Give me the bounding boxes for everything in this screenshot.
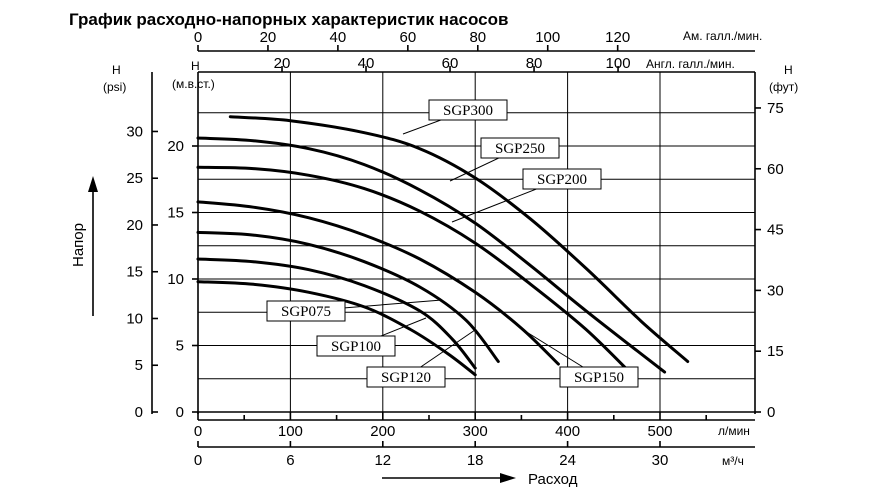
series-label-box-sgp100 <box>316 335 396 357</box>
ft-tick-label: 45 <box>767 222 784 239</box>
top-us-tick-label: 20 <box>260 29 277 46</box>
axes <box>88 45 761 483</box>
curve-sgp120 <box>196 230 500 363</box>
x2-tick-label: 30 <box>652 452 669 469</box>
x2-unit-label: м³/ч <box>722 454 744 468</box>
ft-axis-unit: (фут) <box>769 80 798 94</box>
psi-tick-label: 0 <box>135 404 143 421</box>
series-label-sgp200: SGP200 <box>537 172 587 188</box>
chart-title: График расходно-напорных характеристик н… <box>69 10 508 29</box>
series-label-box-sgp250 <box>480 137 560 159</box>
psi-tick-label: 5 <box>135 357 143 374</box>
top-uk-tick-label: 20 <box>274 55 291 72</box>
series-label-sgp100: SGP100 <box>331 339 381 355</box>
top-uk-axis-label: Англ. галл./мин. <box>646 57 735 71</box>
psi-axis-h: H <box>112 63 121 77</box>
x-tick-label: 400 <box>555 423 580 440</box>
psi-tick-label: 20 <box>126 217 143 234</box>
series-label-sgp150: SGP150 <box>574 370 624 386</box>
ft-axis-h: H <box>784 63 793 77</box>
x-tick-label: 100 <box>278 423 303 440</box>
series-label-box-sgp120 <box>366 366 446 388</box>
series-label-box-sgp075 <box>266 300 346 322</box>
top-uk-tick-label: 60 <box>442 55 459 72</box>
x-axis-arrow-head <box>500 473 516 483</box>
x2-tick-label: 24 <box>559 452 576 469</box>
pump-curves <box>196 115 690 377</box>
top-us-tick-label: 100 <box>535 29 560 46</box>
curve-sgp150 <box>196 200 560 366</box>
ft-tick-label: 75 <box>767 100 784 117</box>
top-us-tick-label: 60 <box>399 29 416 46</box>
curve-sgp100 <box>196 257 477 370</box>
psi-tick-label: 25 <box>126 170 143 187</box>
curve-sgp300 <box>228 115 690 363</box>
series-label-sgp250: SGP250 <box>495 141 545 157</box>
top-uk-tick-label: 40 <box>358 55 375 72</box>
m-tick-label: 15 <box>167 205 184 222</box>
m-tick-label: 20 <box>167 138 184 155</box>
ft-tick-label: 15 <box>767 343 784 360</box>
x-tick-label: 200 <box>370 423 395 440</box>
x-tick-label: 300 <box>463 423 488 440</box>
x-axis-title: Расход <box>528 471 578 488</box>
top-us-tick-label: 120 <box>605 29 630 46</box>
top-us-tick-label: 80 <box>469 29 486 46</box>
top-uk-tick-label: 100 <box>606 55 631 72</box>
ft-tick-label: 60 <box>767 161 784 178</box>
x-tick-label: 500 <box>647 423 672 440</box>
grid-lines <box>198 72 755 412</box>
curve-sgp250 <box>196 136 667 374</box>
top-us-axis-label: Ам. галл./мин. <box>683 29 762 43</box>
x2-tick-label: 12 <box>374 452 391 469</box>
series-label-sgp120: SGP120 <box>381 370 431 386</box>
x2-tick-label: 6 <box>286 452 294 469</box>
top-us-tick-label: 40 <box>330 29 347 46</box>
ft-tick-label: 0 <box>767 404 775 421</box>
top-uk-tick-label: 80 <box>526 55 543 72</box>
top-us-tick-label: 0 <box>194 29 202 46</box>
series-label-sgp075: SGP075 <box>281 304 331 320</box>
x2-tick-label: 18 <box>467 452 484 469</box>
curve-sgp075 <box>196 280 477 377</box>
series-label-box-sgp300 <box>428 99 508 121</box>
psi-tick-label: 15 <box>126 264 143 281</box>
x-tick-label: 0 <box>194 423 202 440</box>
m-tick-label: 5 <box>176 338 184 355</box>
psi-axis-unit: (psi) <box>103 80 126 94</box>
curve-sgp200 <box>196 165 634 377</box>
psi-tick-label: 30 <box>126 123 143 140</box>
series-label-box-sgp200 <box>522 168 602 190</box>
y-axis-title: Напор <box>70 223 87 267</box>
x-unit-label: л/мин <box>718 424 750 438</box>
ft-tick-label: 30 <box>767 282 784 299</box>
y-axis-arrow-head <box>88 176 98 192</box>
m-tick-label: 10 <box>167 271 184 288</box>
m-tick-label: 0 <box>176 404 184 421</box>
series-label-box-sgp150 <box>559 366 639 388</box>
m-axis-unit: (м.в.ст.) <box>172 77 215 91</box>
m-axis-h: H <box>191 59 200 73</box>
psi-tick-label: 10 <box>126 310 143 327</box>
series-label-sgp300: SGP300 <box>443 103 493 119</box>
x2-tick-label: 0 <box>194 452 202 469</box>
